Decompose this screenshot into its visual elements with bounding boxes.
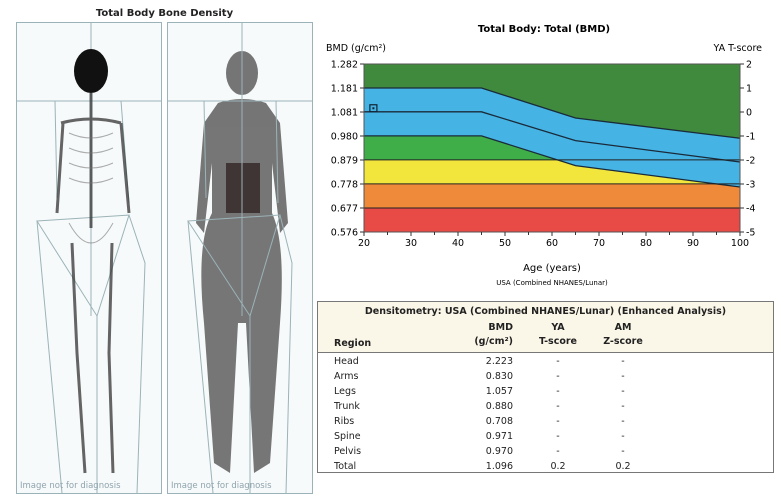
scan-title: Total Body Bone Density [95, 8, 234, 19]
densitometry-table: Densitometry: USA (Combined NHANES/Lunar… [317, 301, 774, 473]
zscore-cell: - [621, 371, 625, 382]
table-row: Head 2.223 - - [318, 356, 773, 370]
y2-tick-label: -1 [746, 132, 755, 143]
tscore-cell: - [556, 431, 560, 442]
y2-tick-label: -5 [746, 228, 755, 239]
region-cell: Pelvis [334, 446, 362, 457]
tscore-cell: - [556, 371, 560, 382]
reference-curve [364, 135, 741, 188]
y2-tick-label: -4 [746, 204, 755, 215]
bmd-cell: 0.708 [485, 416, 513, 427]
header-am: AM [614, 322, 632, 333]
y2-tick-label: 0 [746, 108, 752, 119]
y-tick-label: 0.778 [331, 180, 358, 191]
table-row: Pelvis 0.970 - - [318, 446, 773, 460]
y-tick-label: 0.576 [331, 228, 358, 239]
x-tick-label: 50 [499, 238, 511, 249]
soft-tissue-scan-image: Image not for diagnosis [167, 22, 313, 494]
x-tick-label: 60 [546, 238, 558, 249]
x-axis-label: Age (years) [523, 263, 581, 274]
y2-axis-label: YA T-score [713, 43, 763, 54]
skeleton-scan-image: Image not for diagnosis [16, 22, 162, 494]
y-tick-label: 1.181 [331, 84, 358, 95]
y2-tick-label: 1 [746, 84, 752, 95]
watermark: Image not for diagnosis [20, 481, 121, 491]
reference-curve [364, 87, 741, 139]
region-cell: Total [334, 461, 357, 472]
tscore-cell: - [556, 416, 560, 427]
x-tick-label: 30 [405, 238, 417, 249]
y2-tick-label: -2 [746, 156, 755, 167]
x-tick-label: 40 [452, 238, 464, 249]
bmd-cell: 0.970 [485, 446, 513, 457]
tscore-cell: - [556, 401, 560, 412]
table-row: Spine 0.971 - - [318, 431, 773, 445]
y-axis-label: BMD (g/cm²) [326, 43, 386, 54]
zscore-cell: - [621, 401, 625, 412]
header-bmd: BMD [488, 322, 513, 333]
table-title: Densitometry: USA (Combined NHANES/Lunar… [364, 306, 727, 317]
header-bmd-unit: (g/cm²) [474, 336, 513, 347]
x-tick-label: 20 [358, 238, 370, 249]
y-tick-label: 0.980 [331, 132, 358, 143]
zscore-cell: 0.2 [615, 461, 631, 472]
chart-footnote: USA (Combined NHANES/Lunar) [496, 279, 608, 287]
table-row: Trunk 0.880 - - [318, 401, 773, 415]
tscore-cell: 0.2 [550, 461, 566, 472]
tscore-cell: - [556, 356, 560, 367]
region-cell: Head [334, 356, 359, 367]
table-row: Ribs 0.708 - - [318, 416, 773, 430]
bmd-cell: 0.880 [485, 401, 513, 412]
x-tick-label: 70 [593, 238, 605, 249]
zscore-cell: - [621, 431, 625, 442]
region-cell: Spine [334, 431, 361, 442]
header-region: Region [334, 338, 372, 349]
x-tick-label: 80 [640, 238, 652, 249]
zscore-cell: - [621, 356, 625, 367]
bmd-cell: 0.971 [485, 431, 513, 442]
tscore-cell: - [556, 386, 560, 397]
chart-title: Total Body: Total (BMD) [478, 24, 610, 35]
patient-marker-dot [372, 107, 375, 110]
tscore-cell: - [556, 446, 560, 457]
x-tick-label: 90 [687, 238, 699, 249]
region-cell: Arms [334, 371, 359, 382]
watermark: Image not for diagnosis [171, 481, 272, 491]
bmd-cell: 1.057 [485, 386, 513, 397]
bmd-cell: 0.830 [485, 371, 513, 382]
table-row: Total 1.096 0.2 0.2 [318, 461, 773, 475]
band-severe [364, 207, 740, 232]
zscore-cell: - [621, 386, 625, 397]
header-tscore: T-score [539, 336, 577, 347]
y-tick-label: 0.677 [331, 204, 358, 215]
zscore-cell: - [621, 416, 625, 427]
region-cell: Legs [334, 386, 356, 397]
y2-tick-label: -3 [746, 180, 755, 191]
table-row: Arms 0.830 - - [318, 371, 773, 385]
bmd-cell: 1.096 [485, 461, 513, 472]
patient-marker [369, 104, 378, 113]
y-tick-label: 1.081 [331, 108, 358, 119]
y-tick-label: 1.282 [331, 60, 358, 71]
x-tick-label: 100 [731, 238, 749, 249]
bmd-cell: 2.223 [485, 356, 513, 367]
y2-tick-label: 2 [746, 60, 752, 71]
header-ya: YA [551, 322, 565, 333]
header-zscore: Z-score [603, 336, 643, 347]
bmd-reference-chart: Total Body: Total (BMD) BMD (g/cm²) YA T… [326, 24, 763, 287]
reference-curve [364, 111, 741, 163]
y-tick-label: 0.879 [331, 156, 358, 167]
region-cell: Ribs [334, 416, 355, 427]
table-row: Legs 1.057 - - [318, 386, 773, 400]
region-cell: Trunk [334, 401, 360, 412]
zscore-cell: - [621, 446, 625, 457]
